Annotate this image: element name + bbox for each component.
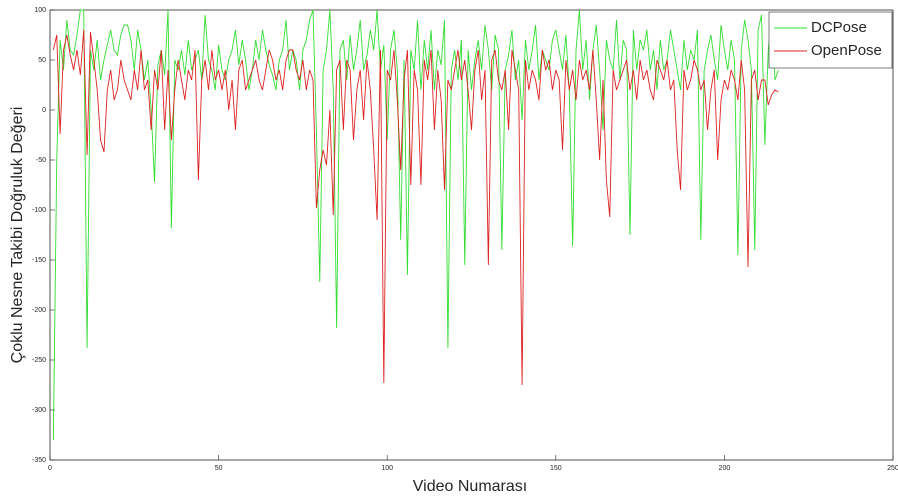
y-tick-label: -300: [32, 407, 46, 414]
x-tick-label: 100: [381, 465, 393, 472]
x-axis-label: Video Numarası: [413, 478, 527, 495]
y-tick-label: 0: [42, 107, 46, 114]
x-tick-label: 200: [719, 465, 731, 472]
legend-label: DCPose: [811, 19, 867, 36]
x-tick-label: 250: [887, 465, 898, 472]
x-tick-label: 50: [215, 465, 223, 472]
legend-box: [768, 11, 893, 69]
y-tick-label: -100: [32, 207, 46, 214]
series-line: [52, 29, 779, 386]
series-line: [52, 9, 779, 441]
y-tick-label: -150: [32, 257, 46, 264]
legend: DCPose OpenPose: [768, 11, 893, 69]
legend-label: OpenPose: [811, 42, 882, 59]
y-tick-label: -200: [32, 307, 46, 314]
y-axis-label: Çoklu Nesne Takibi Doğruluk Değeri: [9, 107, 26, 364]
y-tick-label: -50: [36, 157, 46, 164]
x-tick-label: 150: [550, 465, 562, 472]
y-tick-label: -250: [32, 357, 46, 364]
y-tick-label: -350: [32, 457, 46, 464]
y-tick-label: 50: [38, 57, 46, 64]
y-tick-label: 100: [34, 7, 46, 14]
x-tick-label: 0: [48, 465, 52, 472]
